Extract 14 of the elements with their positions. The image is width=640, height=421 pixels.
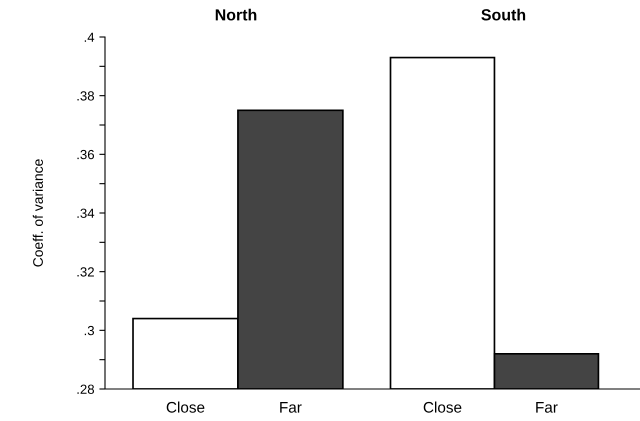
y-tick-label: .38 (77, 91, 94, 101)
y-tick-label: .34 (77, 208, 94, 218)
y-tick-label: .4 (84, 32, 94, 42)
x-tick-label: Close (166, 402, 204, 413)
x-tick-label: Far (536, 402, 558, 413)
y-axis-title: Coeff. of variance (32, 159, 43, 267)
chart-title: South (481, 8, 526, 20)
y-tick-label: .32 (77, 267, 94, 277)
y-tick-label: .3 (84, 326, 94, 336)
y-tick-label: .36 (77, 150, 94, 160)
y-tick-label: .28 (77, 384, 94, 394)
chart-title: North (216, 8, 256, 20)
x-tick-label: Far (280, 402, 302, 413)
x-tick-label: Close (424, 402, 462, 413)
